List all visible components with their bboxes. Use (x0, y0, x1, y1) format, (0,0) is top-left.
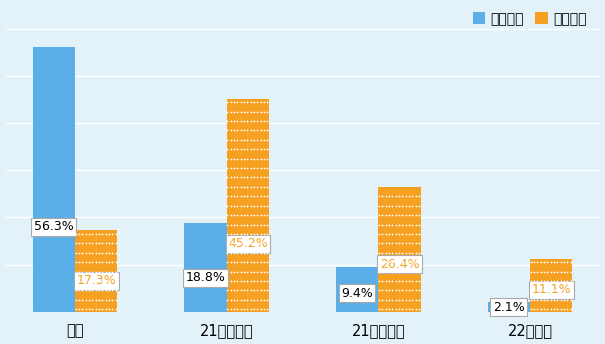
Bar (336, 267, 378, 312)
Text: 45.2%: 45.2% (228, 237, 268, 250)
Text: 9.4%: 9.4% (341, 287, 373, 300)
Text: 56.3%: 56.3% (34, 220, 74, 233)
Bar (33, 46, 75, 312)
Text: 26.4%: 26.4% (380, 258, 419, 271)
Bar (378, 187, 421, 312)
Bar (184, 223, 227, 312)
Text: 17.3%: 17.3% (76, 274, 116, 287)
Text: 18.8%: 18.8% (186, 271, 226, 284)
Bar (227, 99, 269, 312)
Bar (75, 230, 117, 312)
Bar (488, 302, 530, 312)
Text: 11.1%: 11.1% (531, 283, 571, 296)
Bar (530, 259, 572, 312)
Text: 2.1%: 2.1% (493, 301, 525, 314)
Legend: ブラジル, メキシコ: ブラジル, メキシコ (467, 7, 592, 32)
